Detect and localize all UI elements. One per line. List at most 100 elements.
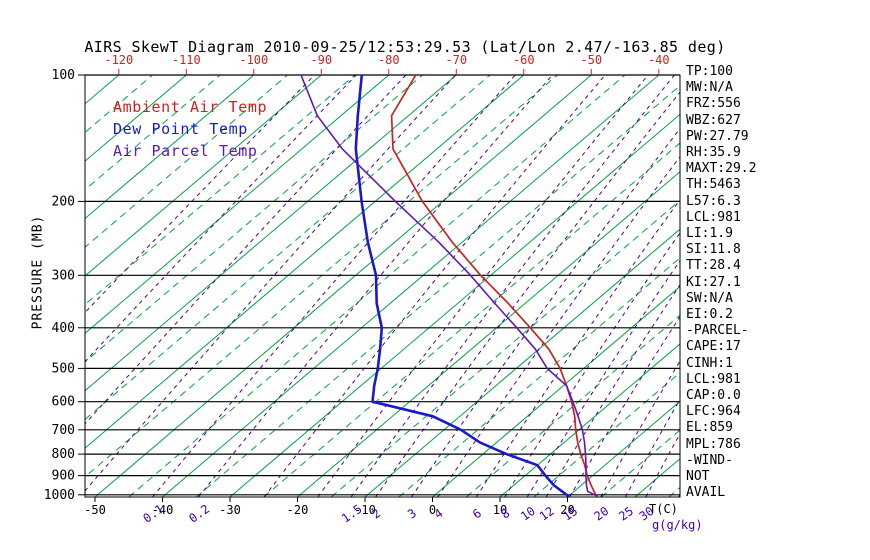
pressure-tick-label: 600 (52, 395, 75, 410)
bottom-temp-label: -20 (287, 503, 309, 517)
isotherm-line (297, 171, 680, 497)
mixing-ratio-line (569, 315, 680, 497)
stat-line: NOT (686, 469, 710, 485)
stat-line: LI:1.9 (686, 226, 733, 242)
stat-line: MW:N/A (686, 80, 733, 96)
stat-line: L57:6.3 (686, 193, 741, 209)
top-temp-label: -40 (648, 53, 670, 67)
stat-line: LCL:981 (686, 371, 741, 387)
isotherm-dashed-line (533, 372, 680, 497)
chart-title: AIRS SkewT Diagram 2010-09-25/12:53:29.5… (84, 38, 726, 56)
mixing-ratio-line (410, 127, 680, 497)
stat-line: CAPE:17 (686, 339, 741, 355)
pressure-tick-label: 500 (52, 361, 75, 376)
stat-line: TP:100 (686, 64, 733, 79)
isotherm-line (94, 75, 592, 497)
stat-line: LCL:981 (686, 209, 741, 225)
isotherm-line (85, 75, 390, 334)
pressure-axis-label: PRESSURE (MB) (30, 214, 46, 330)
isotherm-line (85, 75, 255, 220)
stat-line: AVAIL (686, 485, 726, 501)
stats-panel: TP:100 MW:N/A FRZ:556 WBZ:627 PW:27.79 RH:35.… (686, 64, 756, 501)
top-temp-label: -50 (580, 53, 602, 67)
bottom-temp-label: -30 (219, 503, 241, 517)
mixing-ratio-label: 2 (369, 506, 383, 522)
stat-line: CINH:1 (686, 355, 733, 371)
pressure-grid: 100 200 300 400 500 600 700 800 900 1000 (44, 68, 681, 503)
stat-line: PW:27.79 (686, 128, 749, 144)
legend-air-parcel-temp: Air Parcel Temp (113, 142, 258, 160)
bottom-temp-label: -50 (84, 503, 106, 517)
isotherm-dashed-line (465, 314, 680, 497)
legend-dew-point-temp: Dew Point Temp (113, 120, 248, 138)
isotherm-dashed-line (0, 75, 18, 497)
top-temp-label: -120 (104, 53, 133, 67)
isotherm-dashed-line (330, 199, 680, 497)
bottom-temp-label: 10 (493, 503, 507, 517)
pressure-tick-label: 300 (52, 268, 75, 283)
isotherm-line (85, 75, 322, 277)
air-parcel-temp-curve (300, 75, 598, 497)
dew-point-temp-curve (354, 75, 570, 497)
stat-line: KI:27.1 (686, 274, 741, 290)
stat-line: MAXT:29.2 (686, 161, 757, 177)
mixing-ratio-label: 3 (405, 506, 419, 522)
top-temp-label: -60 (513, 53, 535, 67)
mixing-ratio-line (375, 91, 680, 497)
mixing-ratio-label: 10 (518, 504, 538, 524)
mixing-ratio-label: 6 (470, 506, 484, 522)
isotherm-line (85, 75, 187, 162)
mixing-ratio-label: 4 (432, 506, 446, 522)
mixing-ratio-line (645, 432, 680, 497)
bottom-temp-label: -10 (354, 503, 376, 517)
stat-line: TT:28.4 (686, 258, 741, 274)
mixing-ratio-line (624, 398, 680, 497)
stat-line: -WIND- (686, 452, 733, 468)
stat-line: TH:5463 (686, 177, 741, 193)
mixing-ratio-line (85, 75, 407, 425)
bottom-temp-label: -40 (152, 503, 174, 517)
top-temp-label: -90 (310, 53, 332, 67)
mixing-ratio-line (545, 284, 680, 497)
mixing-ratio-label: 15 (560, 504, 580, 524)
mixing-ratio-line (600, 360, 680, 497)
pressure-tick-label: 200 (52, 194, 75, 209)
stat-line: SI:11.8 (686, 242, 741, 258)
stat-line: MPL:786 (686, 436, 741, 452)
mixing-ratio-label: 30 (637, 504, 657, 524)
isotherm-line (162, 75, 660, 497)
stat-line: EL:859 (686, 420, 733, 436)
temp-axis-label: T(C) (649, 502, 678, 516)
mixing-axis-label: g(g/kg) (652, 518, 703, 532)
stat-line: -PARCEL- (686, 323, 749, 339)
legend-ambient-air-temp: Ambient Air Temp (113, 98, 268, 116)
top-temp-axis: -120 -110 -100 -90 -80 -70 -60 -50 -40 (104, 53, 670, 75)
sounding-curves (300, 75, 598, 497)
pressure-tick-label: 400 (52, 321, 75, 336)
mixing-ratio-line (198, 75, 553, 497)
isotherm-line (85, 75, 525, 449)
mixing-ratio-label: 8 (498, 506, 512, 522)
mixing-ratio-label: 20 (591, 504, 611, 524)
isotherm-line (567, 400, 680, 497)
top-temp-label: -110 (172, 53, 201, 67)
mixing-ratio-label: 25 (616, 504, 636, 524)
mixing-ratio-label: 12 (537, 504, 557, 524)
isotherm-line (364, 228, 680, 497)
isotherm-dashed-line (195, 84, 680, 497)
isotherm-line (85, 75, 457, 392)
plot-border (84, 74, 681, 498)
pressure-tick-label: 800 (52, 447, 75, 462)
isotherm-dashed-line (85, 75, 356, 306)
pressure-tick-label: 700 (52, 423, 75, 438)
isotherm-dashed-line (263, 142, 680, 497)
stat-line: SW:N/A (686, 290, 733, 306)
legend: Ambient Air Temp Dew Point Temp Air Parc… (113, 96, 267, 162)
top-temp-label: -70 (445, 53, 467, 67)
stat-line: LFC:964 (686, 404, 741, 420)
mixing-ratio-line (526, 259, 680, 497)
stat-line: EI:0.2 (686, 307, 733, 323)
